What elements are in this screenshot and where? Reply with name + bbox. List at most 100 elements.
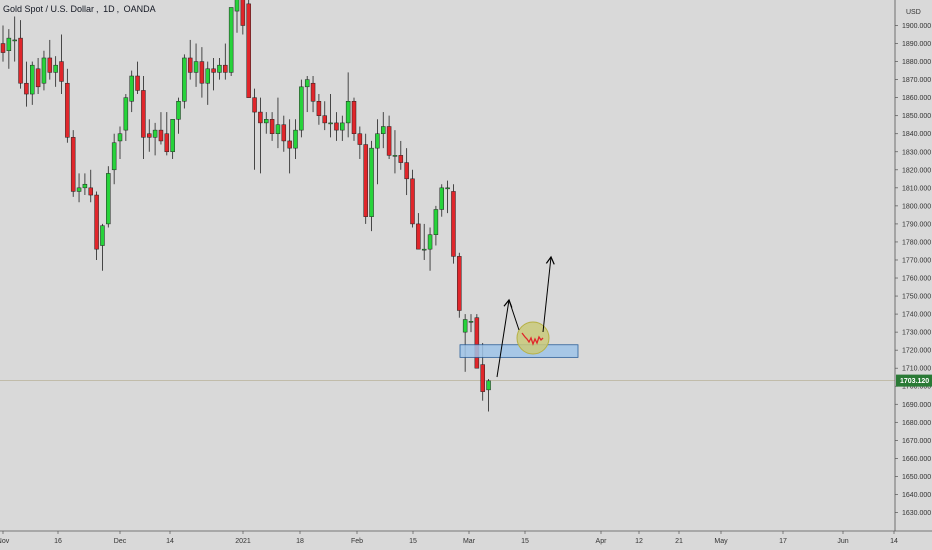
- candle: [281, 115, 287, 152]
- candle: [217, 57, 222, 80]
- candle: [41, 50, 47, 91]
- candle: [129, 70, 134, 113]
- candle: [240, 0, 246, 35]
- time-tick-label: 15: [409, 538, 417, 545]
- price-tick-label: 1740.000: [902, 312, 931, 319]
- time-tick-label: Mar: [463, 538, 476, 545]
- symbol-name: Gold Spot / U.S. Dollar: [3, 4, 95, 14]
- candle-body-down: [480, 364, 485, 392]
- candle-body-up: [193, 61, 199, 73]
- candle: [187, 39, 193, 80]
- candle: [345, 72, 351, 138]
- candle: [381, 112, 386, 149]
- candles-layer: [0, 0, 491, 412]
- candle: [462, 314, 468, 372]
- candle-body-up: [299, 86, 304, 131]
- time-tick-label: Dec: [114, 538, 127, 545]
- candle: [357, 126, 363, 159]
- price-tick-label: 1820.000: [902, 167, 931, 174]
- price-tick-label: 1790.000: [902, 221, 931, 228]
- candle-body-down: [240, 0, 246, 26]
- candle: [386, 115, 392, 159]
- candle: [421, 223, 427, 260]
- time-tick-label: May: [714, 538, 728, 545]
- candle: [468, 314, 474, 333]
- price-tick-label: 1660.000: [902, 456, 931, 463]
- candle: [211, 57, 216, 91]
- candle: [275, 97, 281, 149]
- price-tick-label: 1810.000: [902, 185, 931, 192]
- time-tick-label: 21: [675, 538, 683, 545]
- candle-body-up: [82, 183, 88, 189]
- candle: [100, 223, 105, 271]
- candle: [269, 112, 275, 141]
- drawings-layer[interactable]: [459, 257, 579, 378]
- candle-body-down: [316, 101, 322, 116]
- candle: [223, 43, 228, 80]
- time-tick-label: Jun: [837, 538, 848, 545]
- candle: [316, 94, 322, 125]
- price-tick-label: 1670.000: [902, 438, 931, 445]
- candle-body-down: [357, 133, 363, 145]
- candle-body-down: [47, 57, 53, 73]
- candle-body-down: [59, 61, 64, 82]
- candle: [6, 29, 12, 69]
- candle-body-down: [451, 191, 456, 257]
- candle: [30, 61, 35, 105]
- candle-body-down: [457, 256, 462, 311]
- candle-body-up: [328, 122, 333, 125]
- candle-body-up: [6, 37, 12, 52]
- time-tick-label: 12: [635, 538, 643, 545]
- candle: [404, 148, 409, 196]
- candle-body-up: [468, 321, 474, 323]
- price-tick-label: 1840.000: [902, 131, 931, 138]
- candle-body-down: [164, 133, 170, 153]
- time-tick-label: 14: [890, 538, 898, 545]
- candle-body-down: [474, 317, 480, 369]
- candle: [117, 126, 123, 159]
- candle-body-up: [176, 101, 181, 120]
- candle-body-up: [170, 119, 175, 153]
- candle: [234, 0, 240, 33]
- candle-body-down: [363, 144, 368, 217]
- candle-body-up: [152, 129, 158, 138]
- candle-body-down: [416, 223, 421, 250]
- candle: [199, 47, 205, 98]
- candle: [328, 94, 333, 138]
- candle-body-down: [199, 61, 205, 84]
- candle-body-down: [147, 133, 152, 138]
- price-tick-label: 1680.000: [902, 420, 931, 427]
- candle-body-down: [252, 97, 257, 113]
- candle: [398, 140, 404, 170]
- candle-body-up: [106, 173, 111, 225]
- candle-body-down: [404, 162, 409, 180]
- candle: [410, 169, 415, 228]
- projection-arrow-up: [496, 300, 509, 378]
- candle: [170, 119, 175, 159]
- price-tick-label: 1860.000: [902, 95, 931, 102]
- candle: [351, 97, 357, 141]
- candle: [334, 112, 339, 141]
- candle-body-up: [264, 119, 269, 124]
- time-tick-label: Nov: [0, 538, 10, 545]
- time-tick-label: Apr: [596, 538, 608, 545]
- candle-body-up: [340, 122, 345, 131]
- candle-body-up: [12, 39, 17, 42]
- candle: [70, 130, 76, 197]
- price-tick-label: 1630.000: [902, 510, 931, 517]
- candle: [445, 180, 450, 214]
- candle-body-down: [258, 111, 263, 124]
- candle: [135, 61, 140, 95]
- candle: [363, 133, 368, 224]
- candle-body-up: [123, 97, 129, 131]
- candle-body-up: [41, 57, 47, 84]
- candle: [369, 140, 374, 232]
- projection-arrow-target: [542, 257, 551, 333]
- candle: [158, 112, 164, 145]
- candle: [182, 54, 187, 109]
- candle-body-down: [269, 119, 275, 134]
- price-tick-label: 1850.000: [902, 113, 931, 120]
- candle-body-down: [65, 82, 70, 138]
